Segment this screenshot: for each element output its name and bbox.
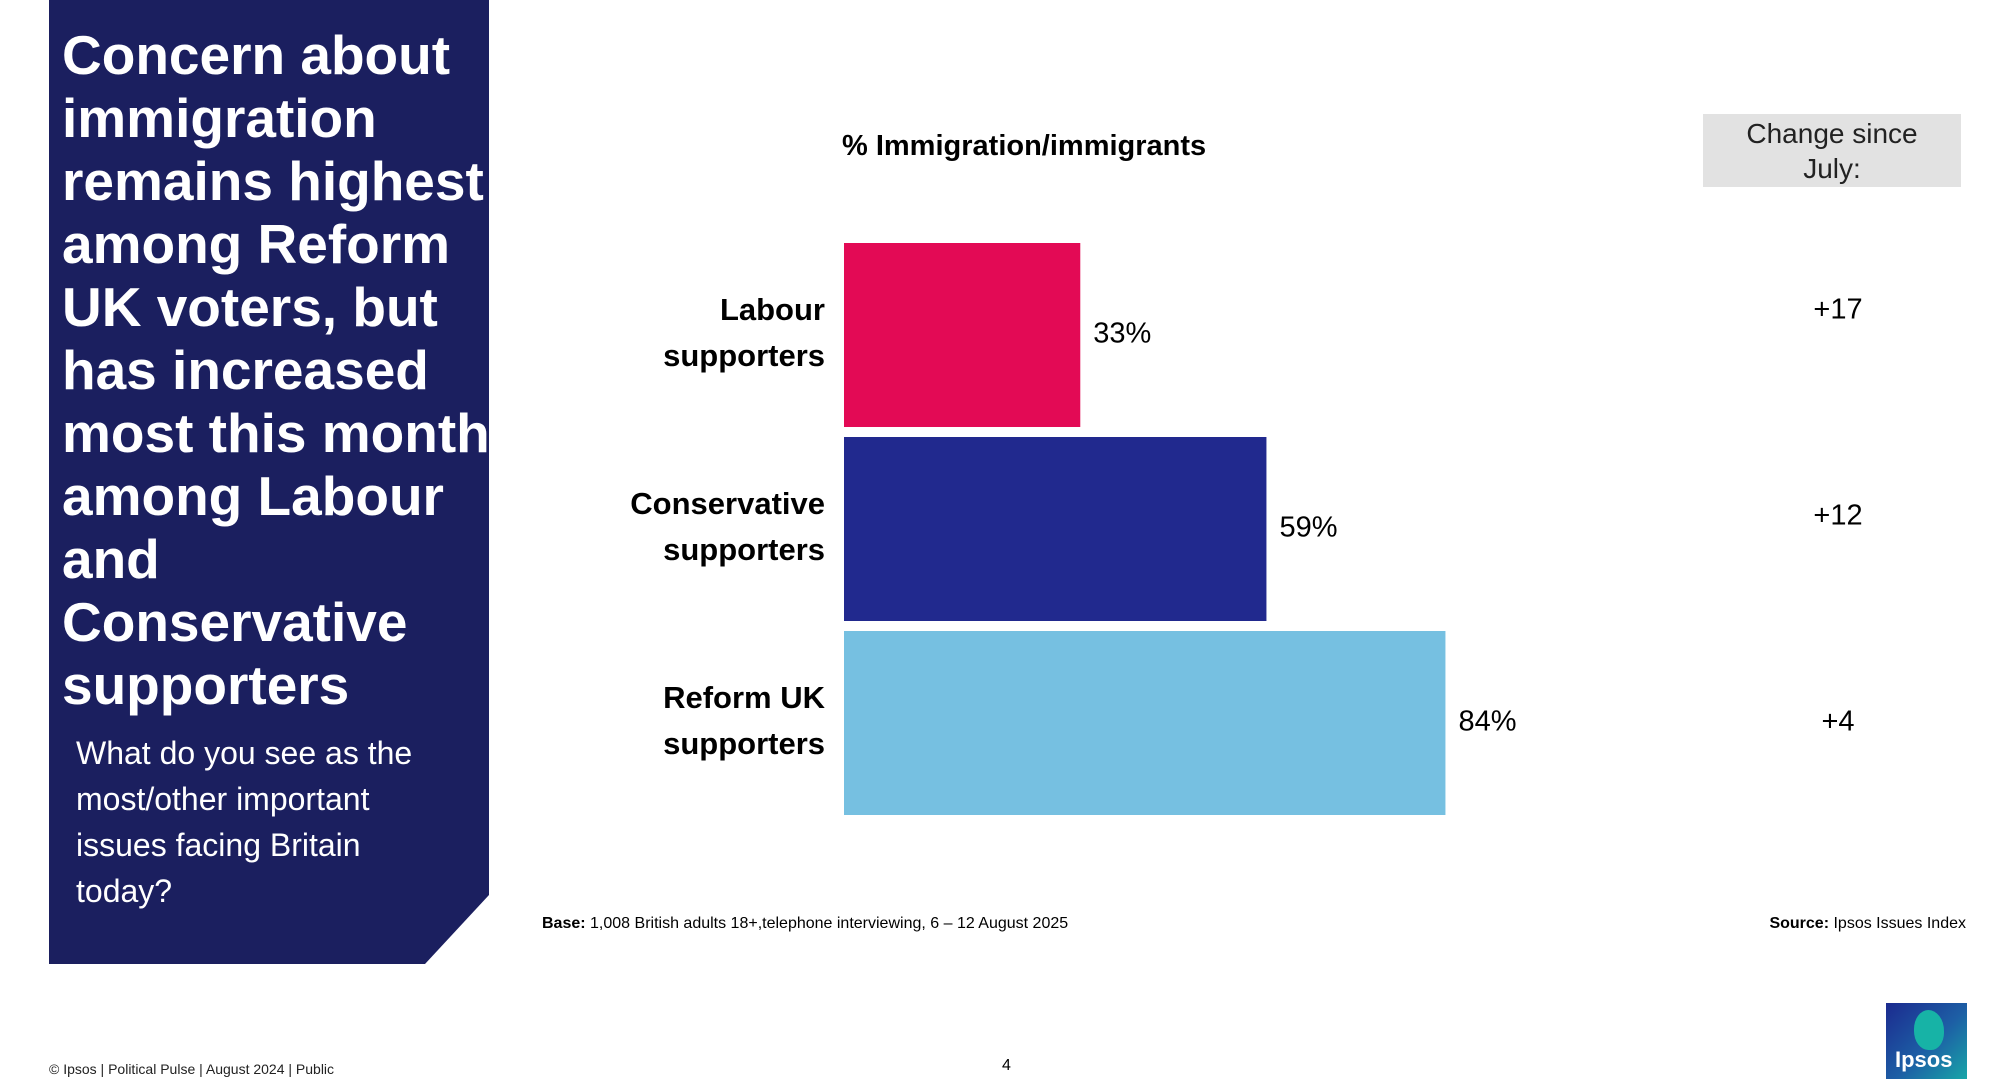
- chart-title: % Immigration/immigrants: [842, 130, 1207, 162]
- source-note: Source: Ipsos Issues Index: [1769, 915, 1966, 933]
- base-note: Base: 1,008 British adults 18+,telephone…: [542, 915, 1068, 933]
- category-label: supporters: [663, 532, 825, 567]
- base-label: Base:: [542, 915, 586, 932]
- value-label: 84%: [1458, 706, 1516, 738]
- bar-chart: Labour supporters 33% +17 Conservative suppor…: [630, 243, 1863, 815]
- title-panel: [49, 0, 489, 964]
- category-label: Conservative: [630, 486, 825, 521]
- value-label: 33%: [1093, 318, 1151, 350]
- change-since-label: Change since July:: [1746, 117, 1918, 184]
- source-label: Source:: [1769, 915, 1830, 932]
- category-label: Reform UK: [663, 680, 826, 715]
- bar: [844, 437, 1267, 621]
- category-label: Labour: [720, 292, 825, 327]
- bar: [844, 243, 1081, 427]
- change-value: +4: [1821, 706, 1854, 738]
- page-number: 4: [1002, 1057, 1011, 1074]
- bar: [844, 631, 1446, 815]
- change-since-header: Change since July:: [1703, 114, 1961, 187]
- category-label: supporters: [663, 726, 825, 761]
- change-value: +12: [1813, 500, 1862, 532]
- value-label: 59%: [1279, 512, 1337, 544]
- source-text: Ipsos Issues Index: [1833, 915, 1966, 932]
- change-value: +17: [1813, 294, 1862, 326]
- logo-head-icon: [1914, 1010, 1944, 1050]
- category-label: supporters: [663, 338, 825, 373]
- logo-text: Ipsos: [1895, 1047, 1953, 1072]
- survey-question: What do you see as the most/other import…: [76, 735, 413, 909]
- footer-copyright: © Ipsos | Political Pulse | August 2024 …: [49, 1061, 335, 1077]
- ipsos-logo: Ipsos: [1886, 1003, 1967, 1079]
- slide-headline: Concern about immigration remains highes…: [62, 24, 490, 716]
- base-text: 1,008 British adults 18+,telephone inter…: [590, 915, 1069, 932]
